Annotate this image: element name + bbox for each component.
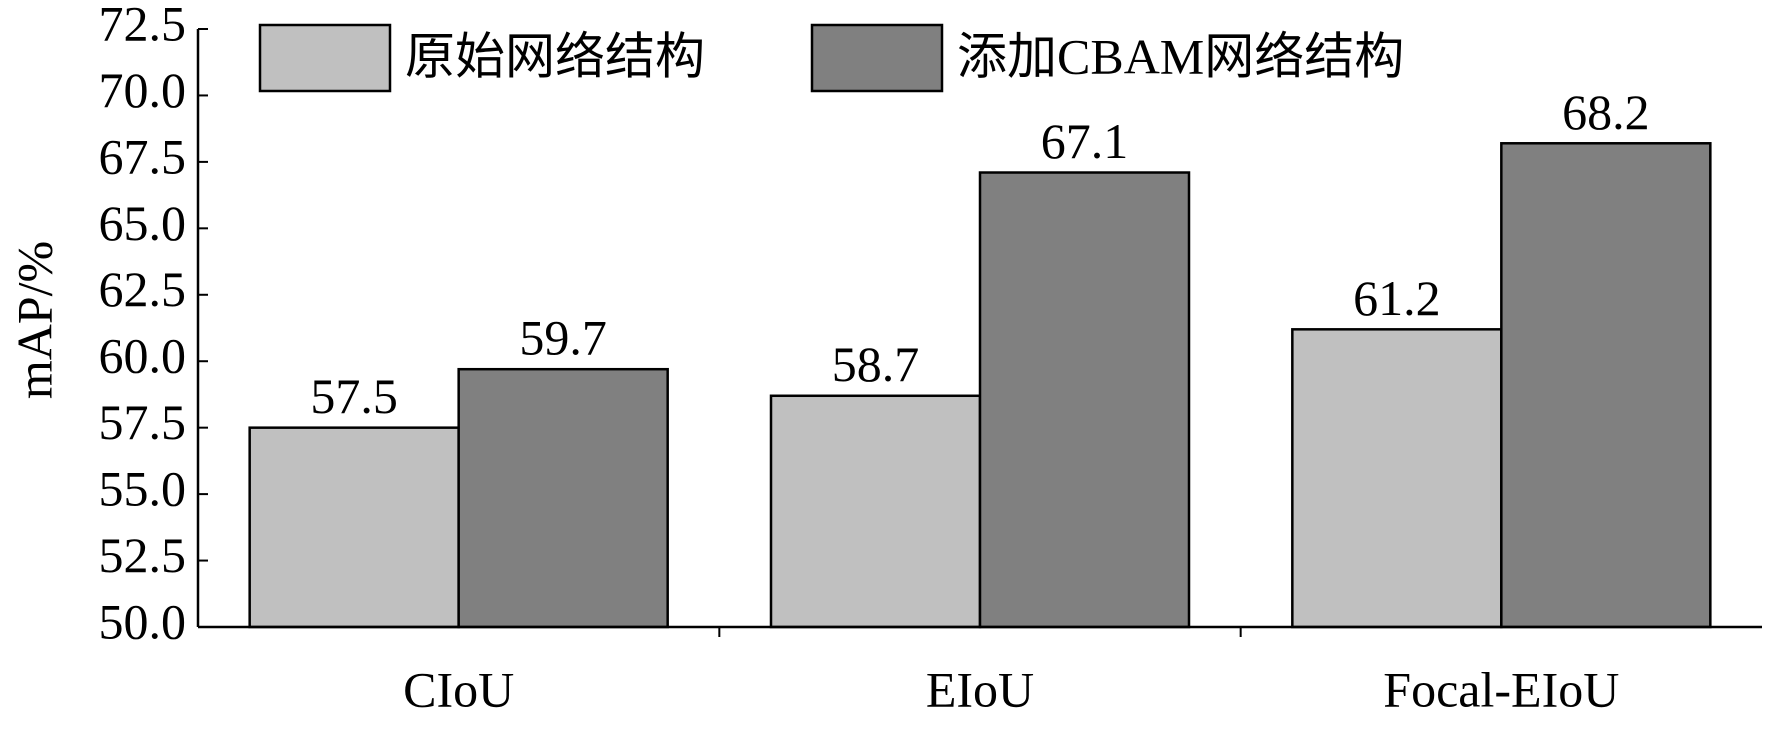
data-label: 59.7 xyxy=(519,310,607,366)
y-tick-label: 55.0 xyxy=(99,461,187,517)
bar xyxy=(1500,142,1712,629)
legend-swatch xyxy=(810,23,944,93)
bar xyxy=(248,426,460,629)
x-tick-label: Focal-EIoU xyxy=(1383,661,1619,717)
y-axis-label: mAP/% xyxy=(6,241,62,399)
y-tick-label: 67.5 xyxy=(99,128,187,184)
y-tick-label: 50.0 xyxy=(99,593,187,649)
y-tick-label: 72.5 xyxy=(99,0,187,51)
legend-label: 原始网络结构 xyxy=(405,28,705,84)
y-tick-label: 57.5 xyxy=(99,394,187,450)
legend-swatch xyxy=(258,23,392,93)
data-label: 67.1 xyxy=(1041,113,1129,169)
bar xyxy=(1291,328,1503,629)
bar xyxy=(978,171,1191,629)
data-label: 58.7 xyxy=(832,336,920,392)
y-tick-label: 70.0 xyxy=(99,62,187,118)
y-tick-label: 60.0 xyxy=(99,328,187,384)
x-tick-label: EIoU xyxy=(926,661,1034,717)
legend-label: 添加CBAM网络结构 xyxy=(957,28,1404,84)
data-label: 68.2 xyxy=(1562,84,1650,140)
y-tick-label: 65.0 xyxy=(99,195,187,251)
y-tick-label: 62.5 xyxy=(99,261,187,317)
x-tick-label: CIoU xyxy=(403,661,514,717)
data-label: 61.2 xyxy=(1353,270,1441,326)
data-label: 57.5 xyxy=(310,368,398,424)
y-tick-label: 52.5 xyxy=(99,527,187,583)
bar xyxy=(457,367,669,629)
bar xyxy=(769,394,982,629)
